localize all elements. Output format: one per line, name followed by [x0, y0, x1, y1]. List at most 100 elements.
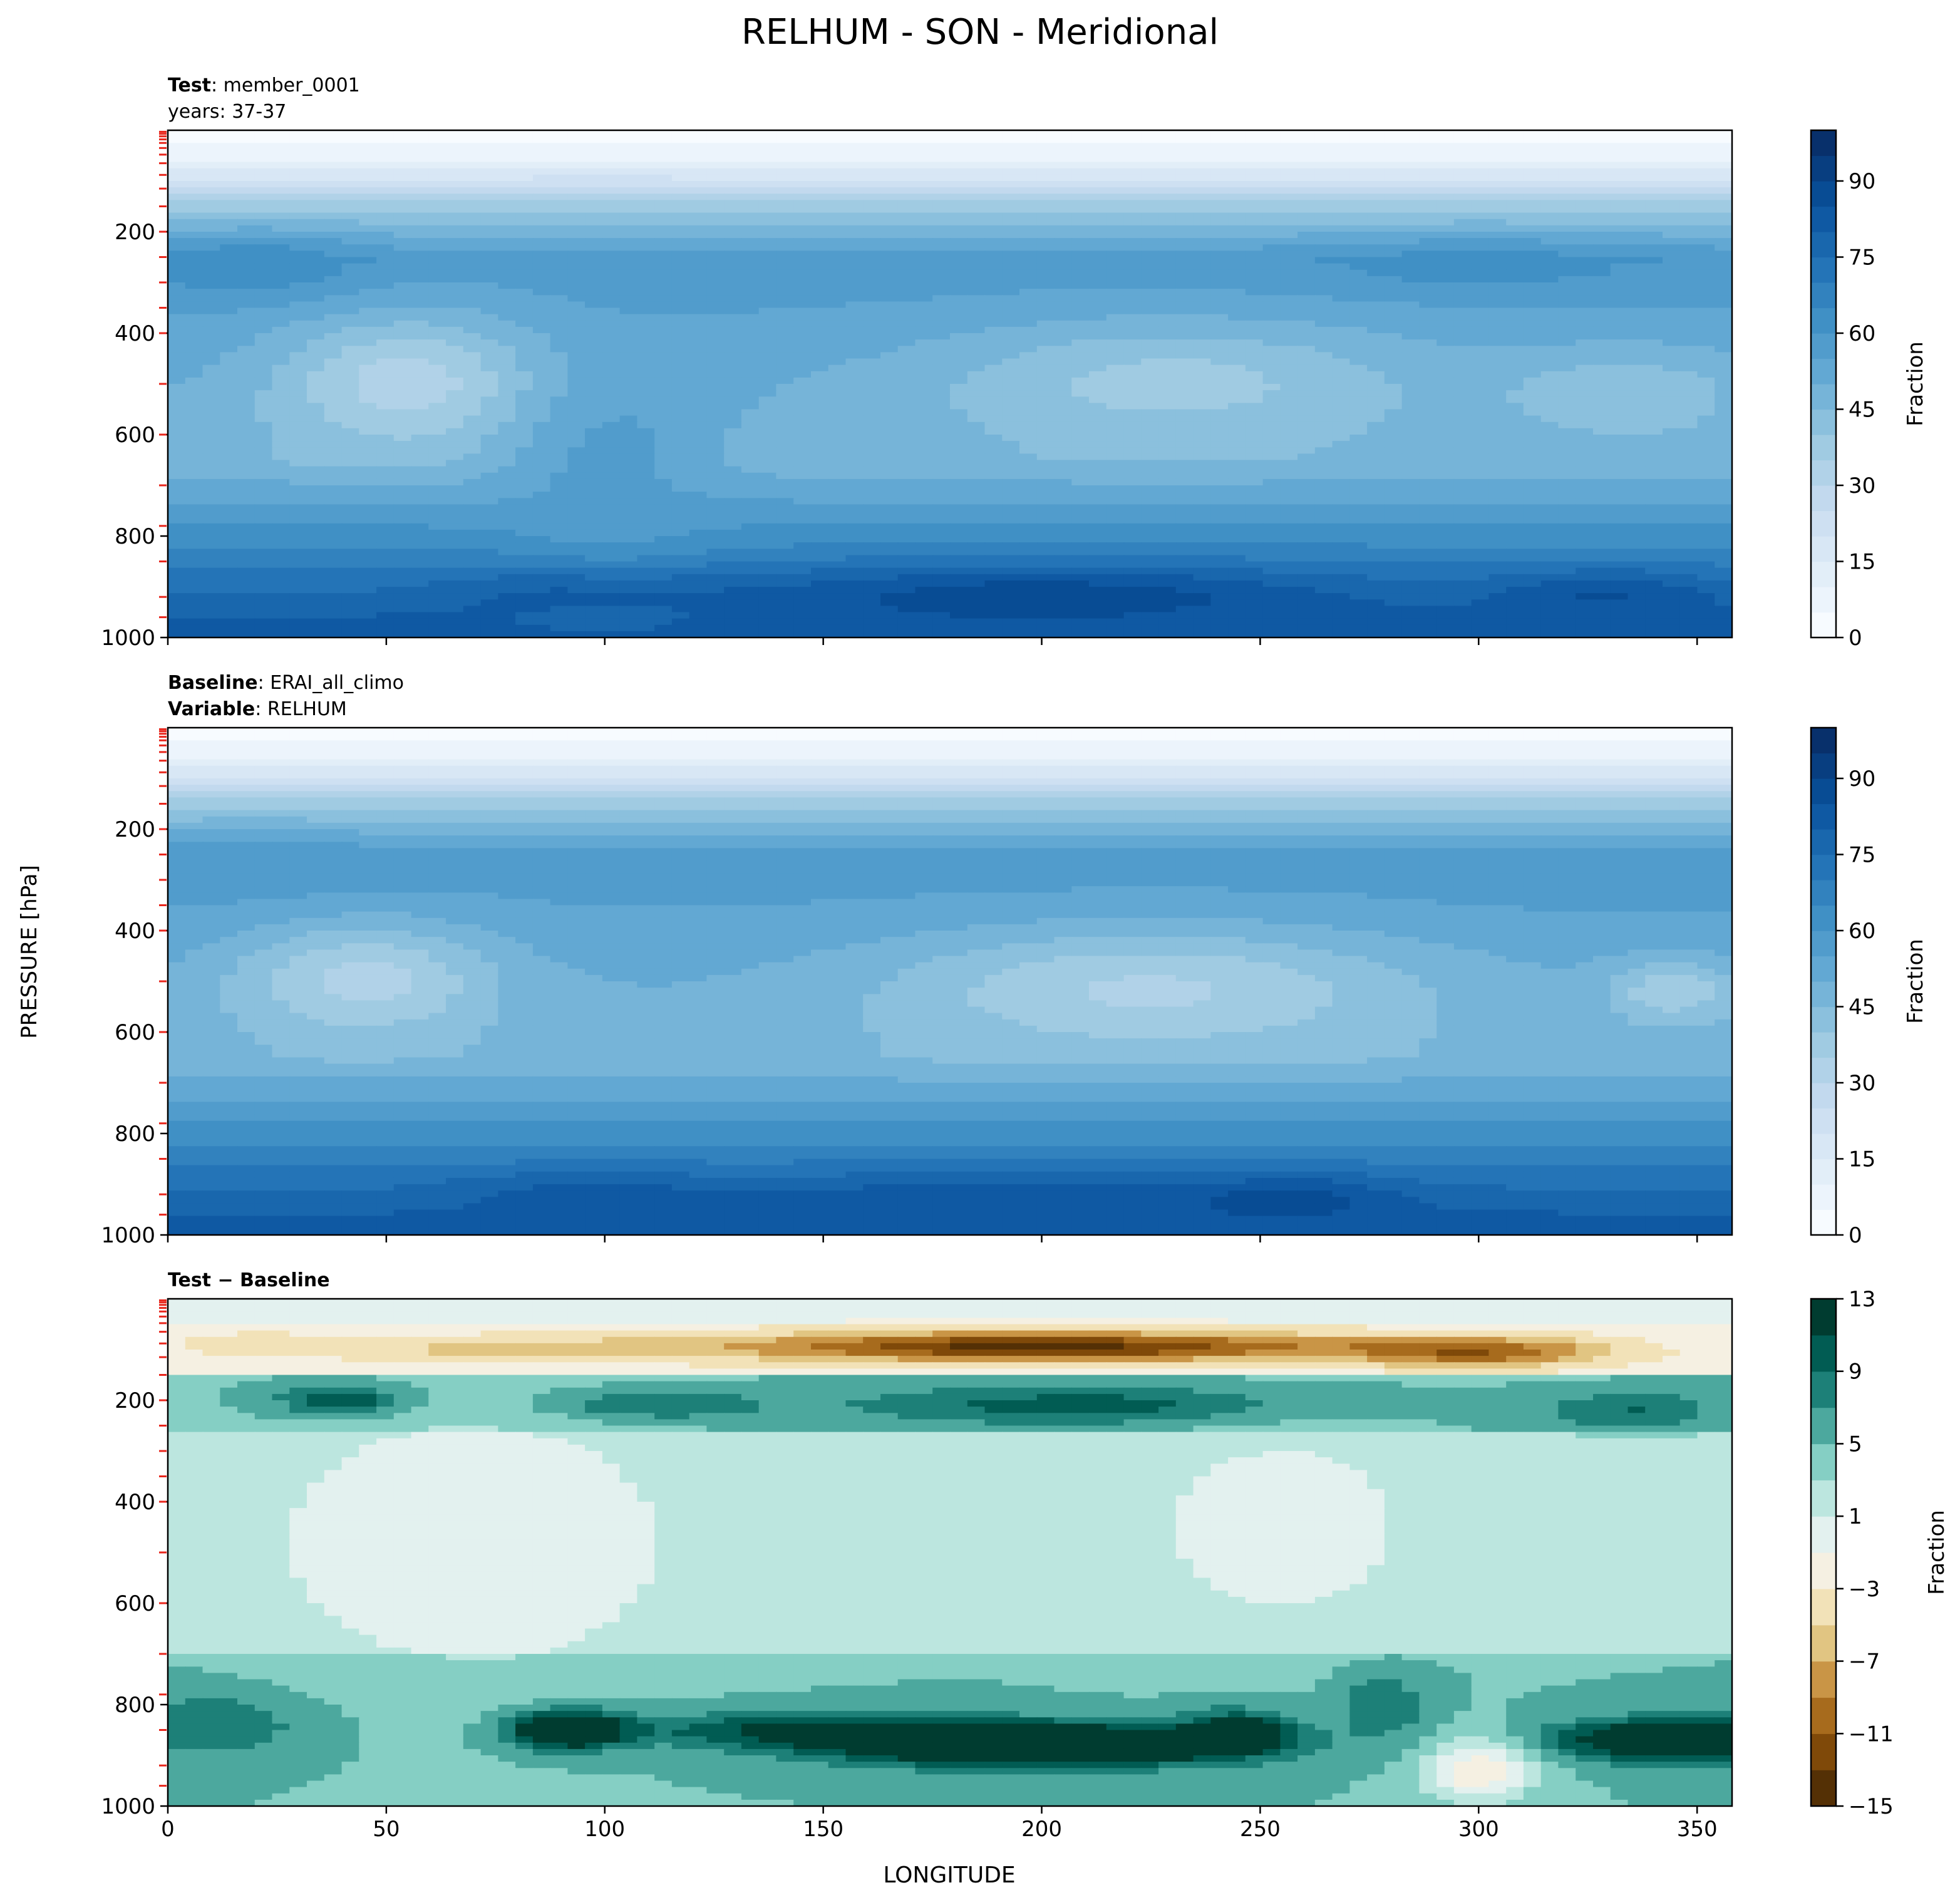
contour-cell [1506, 130, 1524, 137]
contour-cell [863, 333, 881, 340]
contour-cell [1280, 358, 1298, 366]
contour-cell [428, 358, 446, 366]
contour-cell [828, 435, 847, 441]
contour-cell [1679, 377, 1698, 385]
contour-cell [1280, 346, 1298, 353]
contour-cell [1645, 466, 1663, 473]
contour-cell [1436, 346, 1455, 353]
contour-cell [341, 409, 360, 416]
contour-cell [967, 403, 986, 410]
contour-cell [341, 478, 360, 486]
contour-cell [1054, 415, 1073, 423]
contour-cell [168, 174, 186, 182]
contour-cell [793, 441, 812, 448]
contour-cell [237, 130, 255, 137]
contour-cell [185, 238, 204, 245]
contour-cell [1593, 206, 1611, 214]
contour-cell [741, 232, 760, 239]
contour-cell [1715, 472, 1733, 480]
contour-cell [1523, 441, 1542, 448]
contour-cell [828, 307, 847, 315]
contour-cell [1401, 162, 1420, 169]
contour-cell [1558, 377, 1576, 385]
contour-cell [950, 149, 968, 157]
contour-cell [185, 320, 204, 328]
contour-cell [272, 460, 291, 467]
contour-cell [741, 200, 760, 207]
contour-cell [811, 326, 829, 334]
contour-cell [1071, 339, 1090, 346]
contour-cell [1436, 194, 1455, 201]
contour-cell [1002, 269, 1020, 277]
contour-cell [1193, 333, 1212, 340]
contour-cell [1506, 435, 1524, 441]
contour-cell [359, 453, 377, 461]
contour-cell [1593, 244, 1611, 252]
contour-cell [1558, 276, 1576, 283]
contour-cell [654, 339, 673, 346]
contour-cell [480, 307, 499, 315]
contour-cell [1645, 200, 1663, 207]
contour-cell [1453, 130, 1472, 137]
contour-cell [168, 346, 186, 353]
contour-cell [1106, 320, 1125, 328]
contour-cell [272, 403, 291, 410]
contour-cell [515, 352, 534, 359]
contour-cell [254, 339, 273, 346]
contour-cell [811, 225, 829, 232]
contour-cell [897, 194, 916, 201]
contour-cell [1089, 212, 1107, 220]
contour-cell [1158, 428, 1177, 435]
contour-cell [863, 314, 881, 321]
contour-cell [272, 250, 291, 258]
contour-cell [1471, 269, 1490, 277]
contour-cell [1123, 250, 1142, 258]
contour-cell [1697, 320, 1716, 328]
contour-cell [515, 149, 534, 157]
contour-cell [932, 352, 951, 359]
contour-cell [619, 181, 638, 188]
contour-cell [1332, 219, 1351, 226]
contour-cell [1175, 333, 1194, 340]
contour-cell [1401, 371, 1420, 378]
contour-cell [1679, 206, 1698, 214]
contour-cell [1054, 250, 1073, 258]
contour-cell [1193, 409, 1212, 416]
contour-cell [1715, 320, 1733, 328]
contour-cell [1036, 377, 1055, 385]
contour-cell [1193, 415, 1212, 423]
contour-cell [1558, 187, 1576, 194]
contour-cell [498, 162, 516, 169]
contour-cell [1384, 244, 1403, 252]
contour-cell [671, 307, 690, 315]
contour-cell [168, 181, 186, 188]
contour-cell [1610, 232, 1629, 239]
contour-cell [1141, 428, 1159, 435]
contour-cell [376, 307, 395, 315]
contour-cell [376, 460, 395, 467]
contour-cell [1610, 371, 1629, 378]
contour-cell [254, 174, 273, 182]
contour-cell [1645, 421, 1663, 429]
contour-cell [1645, 276, 1663, 283]
contour-cell [463, 295, 482, 302]
contour-cell [585, 364, 603, 372]
contour-cell [1036, 194, 1055, 201]
contour-cell [254, 346, 273, 353]
contour-cell [272, 257, 291, 264]
contour-cell [254, 428, 273, 435]
contour-cell [1419, 155, 1437, 163]
contour-cell [480, 263, 499, 271]
contour-cell [1384, 200, 1403, 207]
contour-cell [1523, 238, 1542, 245]
contour-cell [863, 403, 881, 410]
contour-cell [567, 396, 585, 404]
contour-cell [811, 200, 829, 207]
contour-cell [463, 206, 482, 214]
contour-cell [654, 194, 673, 201]
contour-cell [1506, 212, 1524, 220]
contour-cell [307, 295, 325, 302]
contour-cell [1436, 206, 1455, 214]
contour-cell [689, 358, 708, 366]
contour-cell [1488, 244, 1507, 252]
